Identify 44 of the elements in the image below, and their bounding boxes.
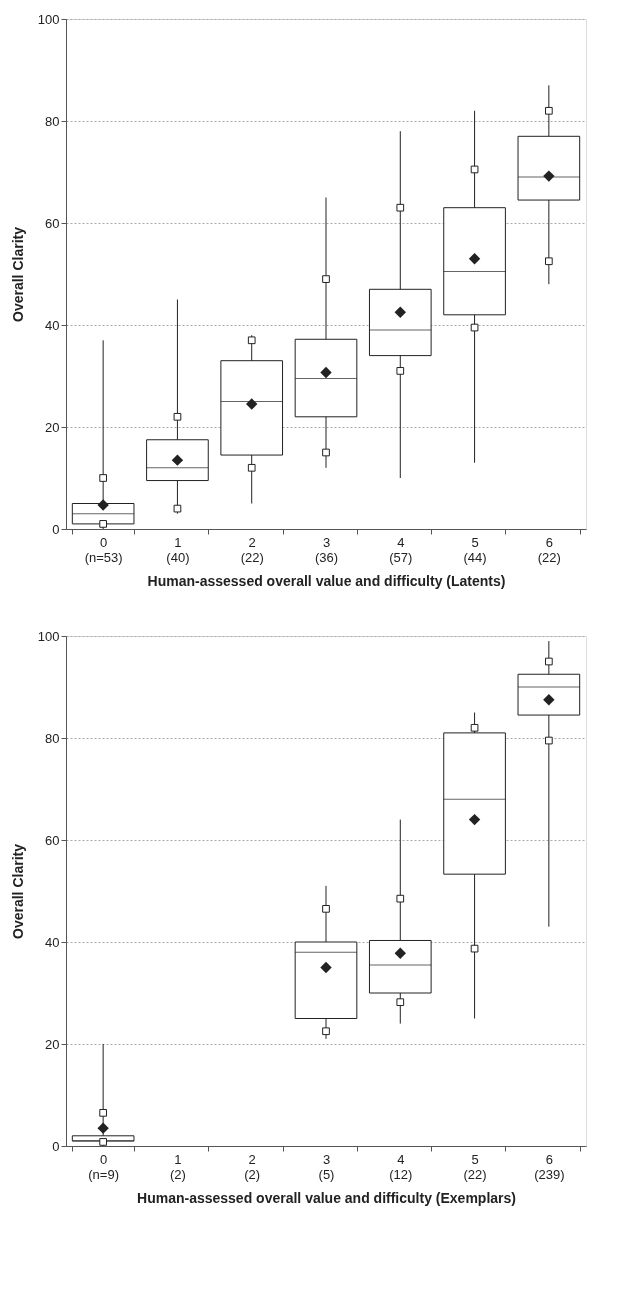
x-tick-label: 3 (5) — [318, 1151, 335, 1182]
point — [322, 275, 330, 283]
y-tick-label: 0 — [52, 1138, 60, 1154]
y-tick-label: 40 — [45, 317, 60, 333]
x-tick-label: 4 (57) — [389, 534, 413, 565]
y-axis-title: Overall Clarity — [9, 843, 26, 939]
x-tick-label: 1 (40) — [166, 534, 190, 565]
x-tick-label: 4 (12) — [389, 1151, 413, 1182]
y-tick-label: 0 — [52, 521, 60, 537]
x-tick-label: 2 (2) — [244, 1151, 261, 1182]
point — [545, 106, 553, 115]
y-tick-label: 80 — [45, 730, 60, 746]
x-tick-label: 6 (239) — [534, 1151, 565, 1182]
point — [322, 448, 330, 457]
x-tick-label: 5 (44) — [463, 534, 487, 565]
x-axis-title: Human-assessed overall value and difficulty (Exemplars) — [137, 1189, 516, 1206]
point — [247, 463, 256, 472]
point — [470, 323, 479, 332]
y-tick-label: 100 — [37, 11, 60, 27]
x-tick-label: 6 (22) — [537, 534, 561, 565]
point — [247, 336, 256, 345]
y-tick-label: 80 — [45, 113, 60, 129]
x-tick-label: 0 (n=9) — [88, 1151, 119, 1182]
y-tick-label: 100 — [37, 628, 60, 644]
point — [470, 165, 479, 174]
y-tick-label: 20 — [45, 1036, 60, 1052]
x-tick-label: 5 (22) — [463, 1151, 487, 1182]
x-tick-label: 1 (2) — [169, 1151, 186, 1182]
y-tick-label: 60 — [45, 832, 60, 848]
x-tick-label: 3 (36) — [314, 534, 339, 565]
x-tick-label: 0 (n=53) — [84, 534, 123, 565]
point — [99, 474, 107, 482]
point — [396, 203, 405, 212]
x-axis-title: Human-assessed overall value and difficulty (Latents) — [147, 572, 506, 589]
y-tick-label: 40 — [45, 934, 60, 950]
point — [173, 412, 182, 421]
y-tick-label: 20 — [45, 419, 60, 435]
x-tick-label: 2 (22) — [240, 534, 264, 565]
y-tick-label: 60 — [45, 215, 60, 231]
point — [173, 504, 182, 513]
point — [99, 520, 107, 528]
point — [545, 257, 553, 266]
point — [396, 367, 405, 375]
y-axis-title: Overall Clarity — [9, 226, 26, 322]
